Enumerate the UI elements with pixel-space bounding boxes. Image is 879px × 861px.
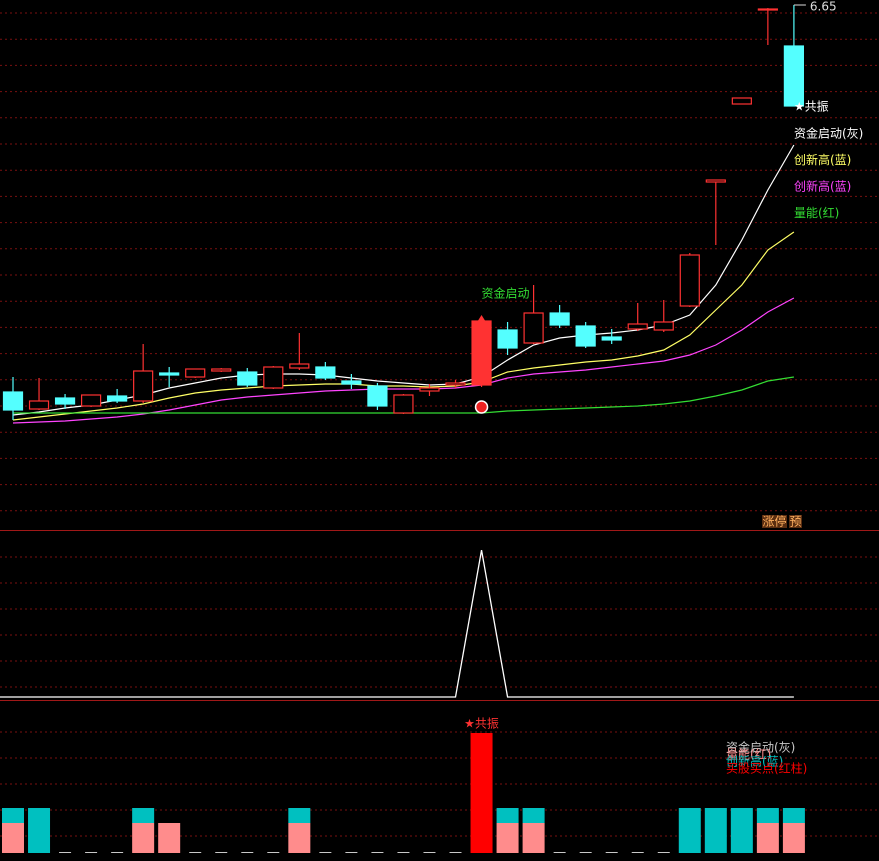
candle-body xyxy=(497,329,518,349)
candle-body xyxy=(393,394,414,414)
candle-body xyxy=(731,97,752,105)
bar-segment xyxy=(756,823,779,853)
background-grid xyxy=(0,12,879,837)
candle-body xyxy=(523,312,544,344)
candle-body xyxy=(575,325,596,347)
legend-entry: 资金启动(灰) xyxy=(794,126,863,141)
candle-body xyxy=(133,370,154,402)
bar-segment xyxy=(132,823,155,853)
candle-body xyxy=(159,372,180,376)
candle-body xyxy=(679,254,700,307)
signal-label: ★共振 xyxy=(794,100,829,114)
bar-segment xyxy=(496,823,519,853)
signal-label: 资金启动 xyxy=(482,286,530,301)
candle-body xyxy=(185,368,206,378)
candle-body xyxy=(2,391,24,411)
ma-line xyxy=(12,144,795,416)
candle-body xyxy=(367,385,388,407)
badge-box xyxy=(789,515,802,528)
high-label: 6.65 xyxy=(810,0,837,14)
bar-segment xyxy=(782,823,805,853)
candle-body xyxy=(757,8,778,11)
indicator-line xyxy=(0,549,794,698)
candle-body xyxy=(341,380,362,385)
ma-line xyxy=(12,297,795,424)
candle-body xyxy=(289,363,310,369)
bar-segment xyxy=(782,808,805,823)
candle-body xyxy=(601,336,622,341)
candle-body xyxy=(705,179,726,183)
candle-body xyxy=(28,400,50,410)
legend-entry: 买股买点(红柱) xyxy=(726,761,807,776)
badge-text: 涨停 xyxy=(762,514,786,529)
bar-segment xyxy=(496,808,519,823)
candle-body xyxy=(627,323,648,330)
candle-body xyxy=(445,382,466,386)
legend-entry: 创新高(蓝) xyxy=(794,179,851,194)
badge-box xyxy=(762,515,787,528)
bar-segment xyxy=(288,823,311,853)
legend-entry: 创新高(蓝) xyxy=(794,152,851,167)
bar-segment xyxy=(288,808,311,823)
candle-body xyxy=(419,387,440,392)
legend-entry: 资金启动(灰) xyxy=(726,740,795,755)
bar-segment xyxy=(2,823,24,853)
signal-arrow xyxy=(476,315,487,323)
legend-entry: 量能(红) xyxy=(794,205,839,220)
signal-label: ★共振 xyxy=(464,717,499,731)
badge-text: 预 xyxy=(789,515,801,529)
candle-body xyxy=(54,397,76,405)
bar-segment xyxy=(158,823,181,853)
bar-segment xyxy=(28,808,51,853)
candle-body xyxy=(315,366,336,379)
signal-ball xyxy=(474,400,489,414)
candle-body xyxy=(107,395,128,402)
ma-line xyxy=(12,231,795,421)
candle-body xyxy=(783,45,805,107)
bar-segment xyxy=(2,808,24,823)
bar-segment xyxy=(132,808,155,823)
candle-body xyxy=(237,371,258,386)
candle-body xyxy=(471,320,492,386)
candle-body xyxy=(549,312,570,326)
bar-segment xyxy=(678,808,701,853)
bar-segment xyxy=(704,808,727,853)
candle-body xyxy=(80,394,102,407)
bar-segment xyxy=(522,808,545,823)
candle-body xyxy=(263,366,284,389)
candle-body xyxy=(211,368,232,372)
bar-segment xyxy=(756,808,779,823)
bar-segment xyxy=(730,808,753,853)
legend-entry: 量能(红) xyxy=(726,747,771,762)
legend-entry: 创新高(蓝) xyxy=(726,754,783,769)
bar-segment xyxy=(470,733,493,853)
bar-segment xyxy=(522,823,545,853)
candle-body xyxy=(653,321,674,331)
